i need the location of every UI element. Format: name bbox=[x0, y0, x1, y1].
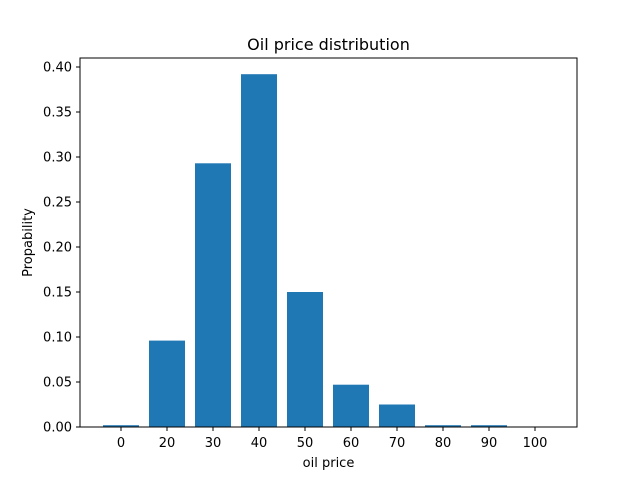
x-tick-label: 50 bbox=[297, 436, 314, 451]
chart-title: Oil price distribution bbox=[247, 35, 410, 54]
y-tick-label: 0.40 bbox=[43, 61, 72, 76]
bar-50 bbox=[287, 292, 323, 427]
bar-60 bbox=[333, 384, 369, 427]
y-tick-label: 0.00 bbox=[43, 421, 72, 436]
bar-80 bbox=[425, 425, 461, 427]
x-tick-label: 40 bbox=[251, 436, 268, 451]
bar-30 bbox=[195, 163, 231, 428]
bar-0 bbox=[103, 425, 139, 427]
x-tick-label: 90 bbox=[481, 436, 498, 451]
y-axis-ticks: 0.00 0.05 0.10 0.15 0.20 0.25 0.30 0.35 0.40 bbox=[43, 61, 80, 436]
y-tick-label: 0.35 bbox=[43, 106, 72, 121]
bar-20 bbox=[149, 340, 185, 427]
y-axis-title: Propability bbox=[21, 208, 36, 277]
y-tick-label: 0.05 bbox=[43, 376, 72, 391]
x-axis-ticks: 0 20 30 40 50 60 70 80 90 100 bbox=[117, 427, 548, 451]
y-tick-label: 0.30 bbox=[43, 151, 72, 166]
y-tick-label: 0.15 bbox=[43, 286, 72, 301]
x-tick-label: 20 bbox=[159, 436, 176, 451]
bars-layer bbox=[103, 74, 507, 428]
bar-90 bbox=[471, 425, 507, 427]
x-tick-label: 30 bbox=[205, 436, 222, 451]
x-tick-label: 70 bbox=[389, 436, 406, 451]
x-axis-title: oil price bbox=[303, 456, 355, 471]
y-tick-label: 0.20 bbox=[43, 241, 72, 256]
plot-frame bbox=[79, 57, 578, 428]
x-tick-label: 80 bbox=[435, 436, 452, 451]
x-tick-label: 60 bbox=[343, 436, 360, 451]
x-tick-label: 100 bbox=[523, 436, 548, 451]
bar-70 bbox=[379, 404, 415, 427]
y-tick-label: 0.25 bbox=[43, 196, 72, 211]
x-tick-label: 0 bbox=[117, 436, 125, 451]
y-tick-label: 0.10 bbox=[43, 331, 72, 346]
bar-40 bbox=[241, 74, 277, 427]
